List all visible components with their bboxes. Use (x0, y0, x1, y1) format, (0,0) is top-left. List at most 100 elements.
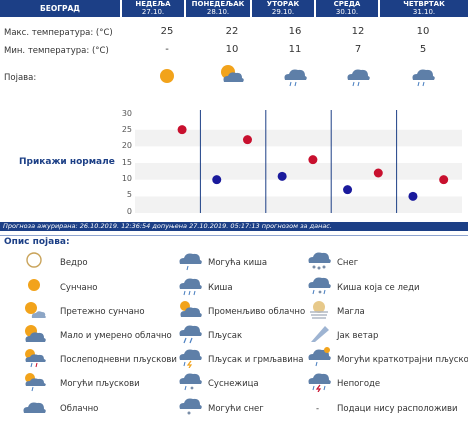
legend-label: Киша (208, 283, 233, 293)
min-temp-value: 10 (225, 44, 239, 55)
possible-showers-icon (25, 373, 46, 392)
thunder-shower-icon (179, 349, 202, 368)
legend-label: Сунчано (60, 283, 98, 293)
shower-icon (179, 325, 202, 344)
sun-icon (28, 279, 40, 291)
max-temp-value: 16 (288, 26, 302, 37)
min-temp-value: - (165, 44, 169, 55)
clear-night-icon (26, 252, 42, 268)
day-date: 30.10. (335, 8, 359, 16)
temperature-chart (135, 110, 462, 213)
legend-label: Подаци нису расположиви (337, 404, 458, 414)
min-temp-value: 11 (288, 44, 302, 55)
legend-label: Послеподневни пљускови (60, 355, 177, 365)
day-name: ПОНЕДЕЉАК (191, 0, 245, 8)
cloud-rain-icon (412, 69, 435, 87)
legend-label: Облачно (60, 404, 99, 414)
legend-label: Пљусак и грмљавина (208, 355, 304, 365)
afternoon-showers-icon (25, 349, 46, 368)
day-date: 29.10. (271, 8, 295, 16)
brief-showers-icon (308, 347, 331, 367)
min-temp-point (212, 175, 222, 185)
legend-label: Могући пљускови (60, 379, 140, 389)
day-date: 31.10. (412, 8, 436, 16)
legend-label: Снег (337, 258, 359, 268)
cloud-rain-icon (347, 69, 370, 87)
legend-label: Магла (337, 307, 365, 317)
day-name: ЧЕТВРТАК (403, 0, 445, 8)
legend-divider (0, 235, 468, 236)
fog-icon (310, 301, 328, 319)
snow-icon (308, 252, 331, 270)
partly-cloudy-icon (25, 325, 46, 342)
legend-label: Могући краткотрајни пљускови (337, 355, 468, 365)
legend-label: Претежно сунчано (60, 307, 145, 317)
day-date: 28.10. (206, 8, 230, 16)
sleet-icon (179, 373, 202, 391)
day-header-5: ЧЕТВРТАК 31.10. (380, 0, 468, 17)
y-tick-label: 0 (126, 207, 132, 216)
max-temp-point (373, 168, 383, 178)
max-temp-point (177, 125, 187, 135)
min-temp-value: 5 (419, 44, 427, 55)
show-normals-link[interactable]: Прикажи нормале (19, 157, 115, 167)
legend-label: Могући снег (208, 404, 264, 414)
chart-band (135, 196, 462, 213)
day-name: СРЕДА (333, 0, 361, 8)
max-temp-value: 12 (351, 26, 365, 37)
cloud-icon (23, 402, 46, 413)
max-temp-point (308, 155, 318, 165)
forecast-update-note: Прогноза ажурирана: 26.10.2019. 12:36:54… (0, 222, 468, 231)
max-temp-point (439, 175, 449, 185)
dash-icon: - (316, 404, 320, 414)
chart-band (135, 113, 462, 130)
storm-icon (308, 373, 331, 392)
phenomena-label: Појава: (4, 73, 37, 83)
chart-band (135, 163, 462, 180)
min-temp-point (343, 185, 353, 195)
rain-icon (179, 278, 202, 296)
y-tick-label: 15 (121, 158, 132, 167)
legend-label: Непогоде (337, 379, 381, 389)
variable-cloud-icon (180, 301, 202, 317)
y-tick-label: 20 (121, 141, 132, 150)
chart-band (135, 129, 462, 147)
legend-label: Пљусак (208, 331, 243, 341)
legend-title: Опис појава: (4, 237, 70, 247)
min-temp-point (408, 191, 418, 201)
day-header-2: ПОНЕДЕЉАК 28.10. (186, 0, 250, 17)
min-temp-point (277, 171, 287, 181)
max-temp-value: 25 (160, 26, 174, 37)
legend-label: Киша која се леди (337, 283, 420, 293)
possible-rain-icon (179, 253, 202, 271)
max-temp-label: Макс. температура: (°C) (4, 28, 113, 38)
max-temp-value: 22 (225, 26, 239, 37)
max-temp-point (242, 135, 252, 145)
partly-cloudy-icon (221, 65, 244, 82)
legend-label: Променљиво облачно (208, 307, 306, 317)
legend-label: Мало и умерено облачно (60, 331, 172, 341)
max-temp-value: 10 (416, 26, 430, 37)
cloud-rain-icon (284, 69, 307, 87)
legend-label: Ведро (60, 258, 88, 268)
city-header: БЕОГРАД (0, 0, 120, 17)
freezing-rain-icon (308, 277, 331, 295)
wind-icon (311, 326, 329, 342)
legend-label: Могућа киша (208, 258, 268, 268)
mostly-sunny-icon (25, 302, 46, 318)
sun-icon (160, 69, 174, 83)
y-tick-label: 5 (126, 190, 132, 199)
possible-snow-icon (179, 398, 202, 415)
y-tick-label: 30 (121, 109, 132, 118)
y-tick-label: 25 (121, 125, 132, 134)
day-header-1: НЕДЕЉА 27.10. (122, 0, 184, 17)
legend-label: Јак ветар (337, 331, 379, 341)
day-name: НЕДЕЉА (135, 0, 171, 8)
day-name: УТОРАК (266, 0, 300, 8)
min-temp-value: 7 (354, 44, 362, 55)
day-header-3: УТОРАК 29.10. (252, 0, 314, 17)
y-tick-label: 10 (121, 174, 132, 183)
chart-band (135, 146, 462, 163)
min-temp-label: Мин. температура: (°C) (4, 46, 109, 56)
